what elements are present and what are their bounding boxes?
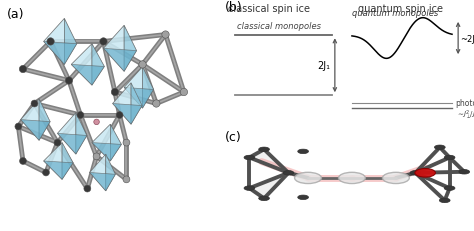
Circle shape: [19, 158, 27, 165]
Text: ~2J₄₄: ~2J₄₄: [461, 34, 474, 43]
Polygon shape: [92, 143, 121, 161]
Circle shape: [459, 170, 470, 174]
Circle shape: [116, 112, 123, 119]
Text: 2J₁: 2J₁: [317, 61, 330, 71]
Circle shape: [153, 100, 160, 108]
Text: classical monopoles: classical monopoles: [237, 22, 321, 31]
Polygon shape: [64, 19, 77, 65]
Circle shape: [100, 39, 107, 46]
Polygon shape: [90, 154, 106, 191]
Polygon shape: [92, 125, 121, 145]
Circle shape: [338, 173, 365, 184]
Polygon shape: [103, 49, 137, 72]
Circle shape: [383, 173, 410, 184]
Polygon shape: [44, 161, 73, 179]
Polygon shape: [249, 150, 289, 173]
Polygon shape: [21, 120, 50, 141]
Circle shape: [444, 156, 455, 160]
Text: (c): (c): [225, 130, 242, 143]
Circle shape: [294, 173, 321, 184]
Polygon shape: [124, 67, 143, 109]
Circle shape: [94, 120, 100, 125]
Polygon shape: [44, 143, 62, 179]
Circle shape: [180, 89, 188, 96]
Text: quantum monopoles: quantum monopoles: [352, 9, 438, 18]
Circle shape: [298, 149, 309, 154]
Circle shape: [123, 176, 130, 183]
Circle shape: [84, 185, 91, 192]
Polygon shape: [124, 26, 137, 72]
Polygon shape: [92, 125, 110, 161]
Polygon shape: [57, 134, 87, 154]
Circle shape: [283, 171, 294, 175]
Polygon shape: [90, 154, 115, 175]
Circle shape: [244, 156, 255, 160]
Circle shape: [444, 186, 455, 191]
Polygon shape: [39, 100, 50, 141]
Text: (b): (b): [225, 1, 243, 14]
Polygon shape: [103, 26, 137, 52]
Polygon shape: [106, 154, 115, 191]
Circle shape: [15, 124, 22, 130]
Circle shape: [162, 32, 169, 39]
Circle shape: [54, 140, 61, 146]
Text: quantum spin ice: quantum spin ice: [358, 4, 443, 14]
Circle shape: [47, 39, 54, 46]
Circle shape: [123, 140, 130, 146]
Polygon shape: [44, 19, 64, 65]
Circle shape: [244, 186, 255, 191]
Circle shape: [77, 112, 84, 119]
Polygon shape: [124, 88, 154, 109]
Text: classical spin ice: classical spin ice: [228, 4, 310, 14]
Polygon shape: [71, 45, 92, 86]
Polygon shape: [103, 26, 124, 72]
Circle shape: [439, 198, 450, 203]
Polygon shape: [124, 67, 154, 90]
Circle shape: [93, 153, 100, 160]
Polygon shape: [143, 67, 154, 109]
Circle shape: [415, 169, 436, 177]
Polygon shape: [113, 104, 142, 125]
Circle shape: [31, 101, 38, 107]
Polygon shape: [21, 100, 39, 141]
Polygon shape: [62, 143, 73, 179]
Polygon shape: [44, 143, 73, 163]
Polygon shape: [113, 83, 142, 106]
Polygon shape: [71, 45, 104, 67]
Circle shape: [410, 171, 421, 175]
Polygon shape: [71, 65, 104, 86]
Polygon shape: [57, 113, 87, 136]
Polygon shape: [92, 45, 104, 86]
Text: $\sim\!J_\perp^2\!/J^2$: $\sim\!J_\perp^2\!/J^2$: [456, 109, 474, 122]
Circle shape: [19, 66, 27, 73]
Circle shape: [43, 169, 49, 176]
Polygon shape: [44, 19, 77, 45]
Text: (a): (a): [7, 8, 24, 21]
Polygon shape: [110, 125, 121, 161]
Circle shape: [259, 147, 269, 152]
Circle shape: [298, 195, 309, 200]
Polygon shape: [57, 113, 76, 154]
Polygon shape: [249, 173, 289, 198]
Circle shape: [111, 89, 118, 96]
Circle shape: [259, 196, 269, 201]
Circle shape: [139, 61, 146, 69]
Polygon shape: [76, 113, 87, 154]
Polygon shape: [44, 42, 77, 65]
Polygon shape: [113, 83, 131, 125]
Text: photons: photons: [456, 99, 474, 108]
Circle shape: [435, 146, 445, 150]
Polygon shape: [21, 100, 50, 122]
Polygon shape: [131, 83, 142, 125]
Circle shape: [65, 78, 73, 85]
Polygon shape: [90, 173, 115, 191]
